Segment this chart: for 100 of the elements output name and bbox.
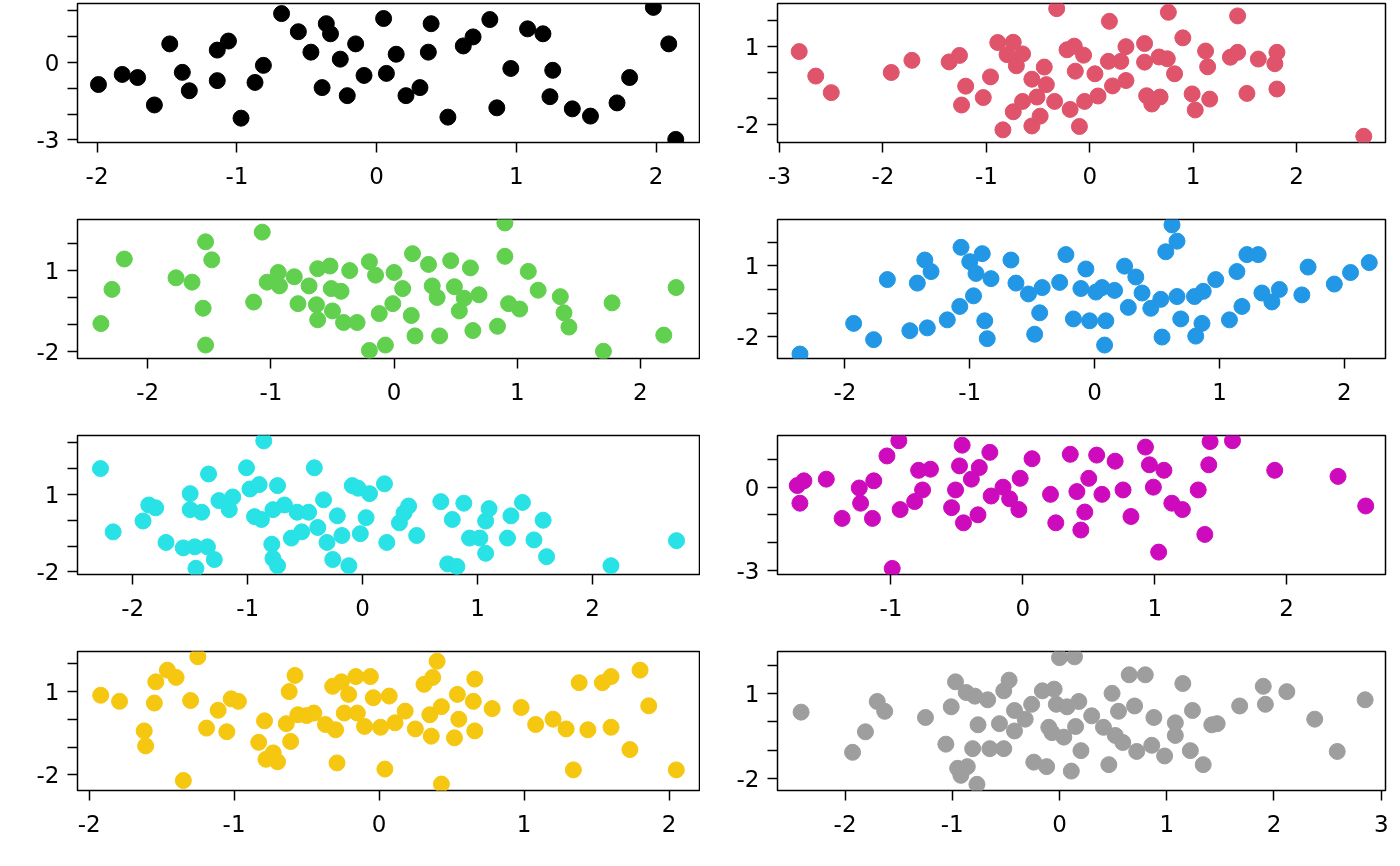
x-tick-label: 2 xyxy=(1266,810,1282,837)
x-tick-label: 2 xyxy=(648,162,664,189)
point xyxy=(377,64,395,82)
point xyxy=(953,436,971,454)
x-tick-label: -1 xyxy=(236,594,260,621)
point xyxy=(883,559,901,575)
y-tick-label: -2 xyxy=(36,338,60,365)
x-tick-label: 1 xyxy=(509,162,524,189)
point xyxy=(502,59,520,77)
x-tick-label: 3 xyxy=(1373,810,1389,837)
x-tick-label: 0 xyxy=(369,162,384,189)
y-tick-label: -2 xyxy=(736,111,760,138)
point xyxy=(422,15,440,33)
point xyxy=(1189,481,1207,499)
point xyxy=(464,28,482,46)
point xyxy=(219,32,237,50)
point xyxy=(208,41,226,59)
x-tick-label: -3 xyxy=(768,162,792,189)
y-tick-label: 0 xyxy=(44,49,60,76)
point xyxy=(791,494,809,512)
point xyxy=(1061,445,1079,463)
x-tick-label: -2 xyxy=(871,162,895,189)
point xyxy=(208,72,226,90)
point xyxy=(563,100,581,118)
point xyxy=(890,435,908,450)
x-tick-label: 0 xyxy=(386,378,402,405)
point xyxy=(1106,452,1124,470)
y-tick-label: -2 xyxy=(736,765,760,792)
y-tick-label: -3 xyxy=(36,127,60,154)
x-tick-label: -1 xyxy=(940,810,964,837)
point xyxy=(982,487,1000,505)
x-tick-label: 1 xyxy=(1185,162,1201,189)
point xyxy=(541,88,559,106)
x-tick-label: 0 xyxy=(1087,378,1102,405)
point xyxy=(608,94,626,112)
point xyxy=(439,108,457,126)
x-tick-label: 2 xyxy=(1279,594,1294,621)
x-tick-label: 1 xyxy=(509,378,525,405)
point xyxy=(1173,501,1191,519)
point xyxy=(852,494,870,512)
x-tick-label: -1 xyxy=(974,162,998,189)
x-tick-label: 1 xyxy=(1147,594,1163,621)
x-tick-label: 1 xyxy=(470,594,485,621)
point xyxy=(355,66,373,84)
point xyxy=(1011,469,1029,487)
point xyxy=(488,99,506,117)
point xyxy=(947,481,965,499)
point xyxy=(246,73,264,91)
x-tick-label: 1 xyxy=(1159,810,1175,837)
y-tick-label: 1 xyxy=(44,678,60,705)
x-tick-label: -1 xyxy=(879,594,903,621)
point xyxy=(833,509,851,527)
point xyxy=(289,23,307,41)
point xyxy=(1068,483,1086,501)
point xyxy=(338,87,356,105)
point xyxy=(962,470,980,488)
point xyxy=(914,481,932,499)
point xyxy=(1201,435,1219,451)
y-tick-label: -2 xyxy=(36,762,60,789)
point xyxy=(906,493,924,511)
point xyxy=(1144,478,1162,496)
point xyxy=(1357,497,1375,515)
point xyxy=(581,107,599,125)
x-tick-label: -2 xyxy=(121,594,145,621)
y-tick-label: 1 xyxy=(744,34,760,61)
y-tick-label: 0 xyxy=(744,474,760,501)
point xyxy=(347,35,365,53)
point xyxy=(387,45,405,63)
point xyxy=(1047,514,1065,532)
point xyxy=(232,109,250,127)
point xyxy=(621,69,639,87)
point xyxy=(544,61,562,79)
x-tick-label: 0 xyxy=(371,810,387,837)
point xyxy=(129,69,147,87)
point xyxy=(1136,438,1154,456)
point xyxy=(795,472,813,490)
y-tick-label: 1 xyxy=(744,253,760,280)
point xyxy=(397,87,415,105)
point xyxy=(419,43,437,61)
point xyxy=(1329,467,1347,485)
point xyxy=(981,443,999,461)
point xyxy=(1023,450,1041,468)
x-tick-label: 2 xyxy=(1336,378,1352,405)
point xyxy=(1150,543,1168,561)
x-tick-label: -2 xyxy=(85,162,109,189)
x-tick-label: 0 xyxy=(355,594,370,621)
point xyxy=(1072,521,1090,539)
point xyxy=(954,514,972,532)
x-tick-label: -2 xyxy=(833,378,857,405)
x-tick-label: 1 xyxy=(516,810,532,837)
point xyxy=(878,447,896,465)
point xyxy=(145,96,163,114)
y-tick-label: -2 xyxy=(36,559,60,586)
point xyxy=(660,35,678,53)
point xyxy=(411,79,429,97)
x-tick-label: -1 xyxy=(958,378,982,405)
point xyxy=(302,43,320,61)
x-tick-label: 2 xyxy=(585,594,600,621)
point xyxy=(969,506,987,524)
point xyxy=(375,10,393,27)
